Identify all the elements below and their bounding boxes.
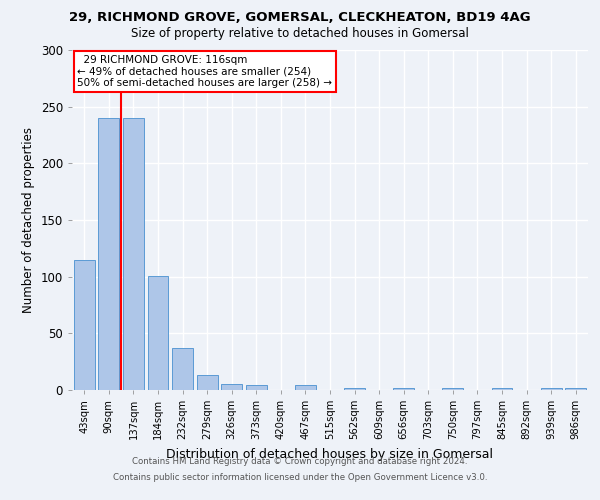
Bar [541,388,562,390]
Bar [393,388,414,390]
Bar [74,260,95,390]
Bar [148,276,169,390]
Text: Size of property relative to detached houses in Gomersal: Size of property relative to detached ho… [131,28,469,40]
Text: 29, RICHMOND GROVE, GOMERSAL, CLECKHEATON, BD19 4AG: 29, RICHMOND GROVE, GOMERSAL, CLECKHEATO… [69,11,531,24]
Bar [197,376,218,390]
Bar [98,118,119,390]
Bar [221,384,242,390]
Bar [123,118,144,390]
Text: Contains HM Land Registry data © Crown copyright and database right 2024.: Contains HM Land Registry data © Crown c… [132,458,468,466]
Y-axis label: Number of detached properties: Number of detached properties [22,127,35,313]
X-axis label: Distribution of detached houses by size in Gomersal: Distribution of detached houses by size … [167,448,493,460]
Text: Contains public sector information licensed under the Open Government Licence v3: Contains public sector information licen… [113,472,487,482]
Bar [491,388,512,390]
Bar [442,388,463,390]
Bar [246,386,267,390]
Bar [565,388,586,390]
Bar [344,388,365,390]
Bar [295,386,316,390]
Bar [172,348,193,390]
Text: 29 RICHMOND GROVE: 116sqm  
← 49% of detached houses are smaller (254)
50% of se: 29 RICHMOND GROVE: 116sqm ← 49% of detac… [77,55,332,88]
